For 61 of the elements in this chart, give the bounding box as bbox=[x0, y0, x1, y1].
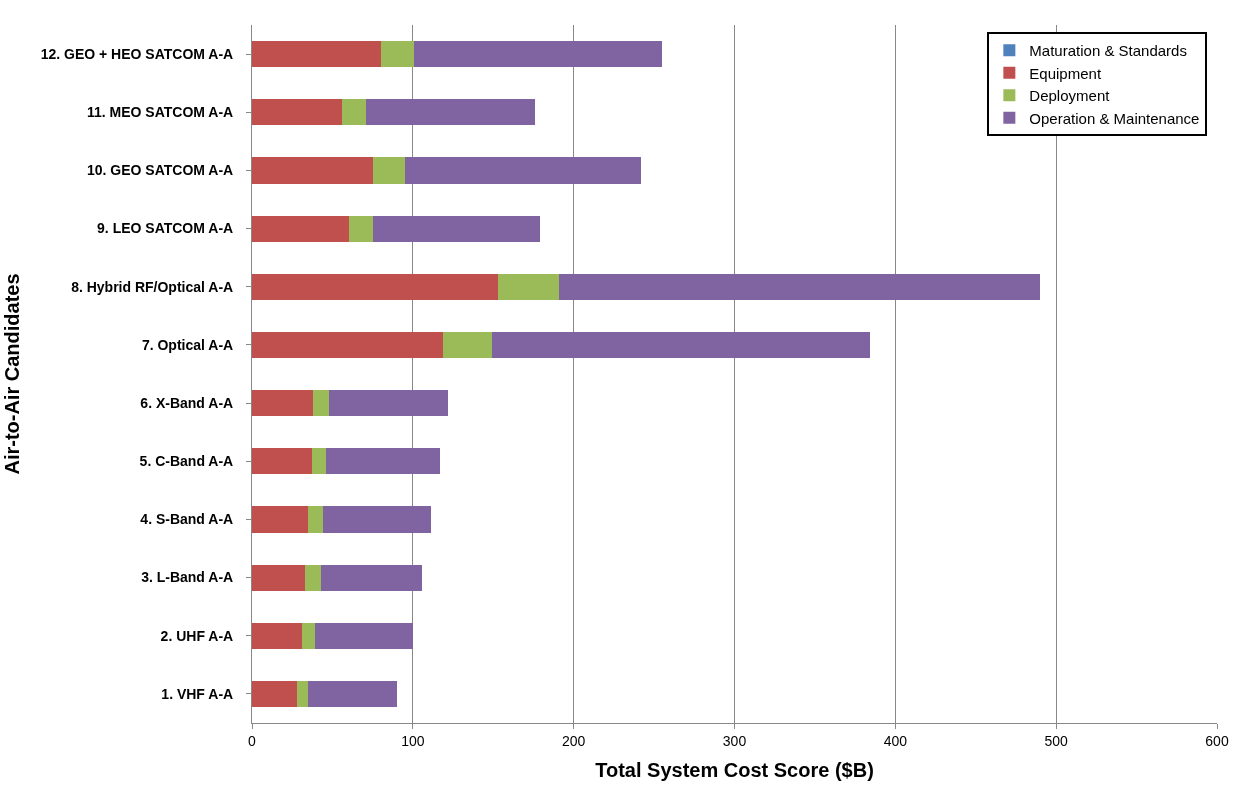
x-tick-label: 600 bbox=[1205, 732, 1229, 749]
y-tick-label: 6. X-Band A-A bbox=[140, 394, 234, 411]
bar bbox=[491, 331, 870, 358]
bar bbox=[308, 506, 323, 533]
bar bbox=[414, 41, 663, 68]
bar bbox=[380, 41, 415, 68]
y-tick-label: 8. Hybrid RF/Optical A-A bbox=[71, 278, 234, 295]
y-axis-title: Air-to-Air Candidates bbox=[1, 273, 24, 475]
bar bbox=[252, 390, 314, 417]
bar bbox=[314, 622, 413, 649]
bar bbox=[372, 157, 405, 184]
bar bbox=[297, 680, 309, 707]
legend-label: Operation & Maintenance bbox=[1029, 109, 1200, 127]
bar bbox=[252, 215, 349, 242]
y-tick-label: 7. Optical A-A bbox=[141, 336, 234, 353]
y-tick-label: 11. MEO SATCOM A-A bbox=[86, 104, 234, 121]
bar bbox=[252, 41, 381, 68]
y-tick-label: 9. LEO SATCOM A-A bbox=[97, 220, 234, 237]
legend-label: Maturation & Standards bbox=[1029, 42, 1187, 60]
x-tick-label: 200 bbox=[561, 732, 586, 749]
bar bbox=[252, 157, 373, 184]
y-tick-label: 3. L-Band A-A bbox=[141, 569, 234, 586]
bar bbox=[252, 622, 302, 649]
bar bbox=[305, 564, 322, 591]
bar bbox=[342, 99, 367, 126]
bar bbox=[252, 273, 499, 300]
x-axis-title: Total System Cost Score ($B) bbox=[595, 759, 874, 782]
bar bbox=[313, 390, 330, 417]
y-tick-label: 4. S-Band A-A bbox=[140, 511, 234, 528]
bar bbox=[366, 99, 536, 126]
bar bbox=[329, 390, 449, 417]
bar bbox=[311, 448, 326, 475]
y-tick-label: 12. GEO + HEO SATCOM A-A bbox=[40, 45, 234, 62]
legend-label: Deployment bbox=[1029, 87, 1111, 105]
bar bbox=[252, 564, 306, 591]
x-tick-label: 0 bbox=[248, 732, 257, 749]
bar bbox=[321, 564, 423, 591]
bar bbox=[372, 215, 540, 242]
bar bbox=[498, 273, 560, 300]
bar bbox=[301, 622, 315, 649]
bar bbox=[252, 506, 309, 533]
bar bbox=[325, 448, 441, 475]
bar bbox=[252, 331, 444, 358]
bar bbox=[308, 680, 397, 707]
y-tick-label: 2. UHF A-A bbox=[160, 627, 234, 644]
x-tick-label: 300 bbox=[722, 732, 747, 749]
x-tick-label: 100 bbox=[401, 732, 425, 749]
y-tick-label: 1. VHF A-A bbox=[161, 685, 234, 702]
legend-label: Equipment bbox=[1029, 64, 1102, 82]
bar bbox=[404, 157, 642, 184]
bar bbox=[348, 215, 373, 242]
bar bbox=[252, 680, 298, 707]
y-tick-label: 5. C-Band A-A bbox=[139, 453, 234, 470]
bar bbox=[559, 273, 1041, 300]
bar bbox=[252, 99, 343, 126]
bar bbox=[443, 331, 492, 358]
x-tick-label: 400 bbox=[883, 732, 908, 749]
y-tick-label: 10. GEO SATCOM A-A bbox=[86, 162, 234, 179]
bar bbox=[252, 448, 312, 475]
bar bbox=[322, 506, 431, 533]
x-tick-label: 500 bbox=[1044, 732, 1069, 749]
